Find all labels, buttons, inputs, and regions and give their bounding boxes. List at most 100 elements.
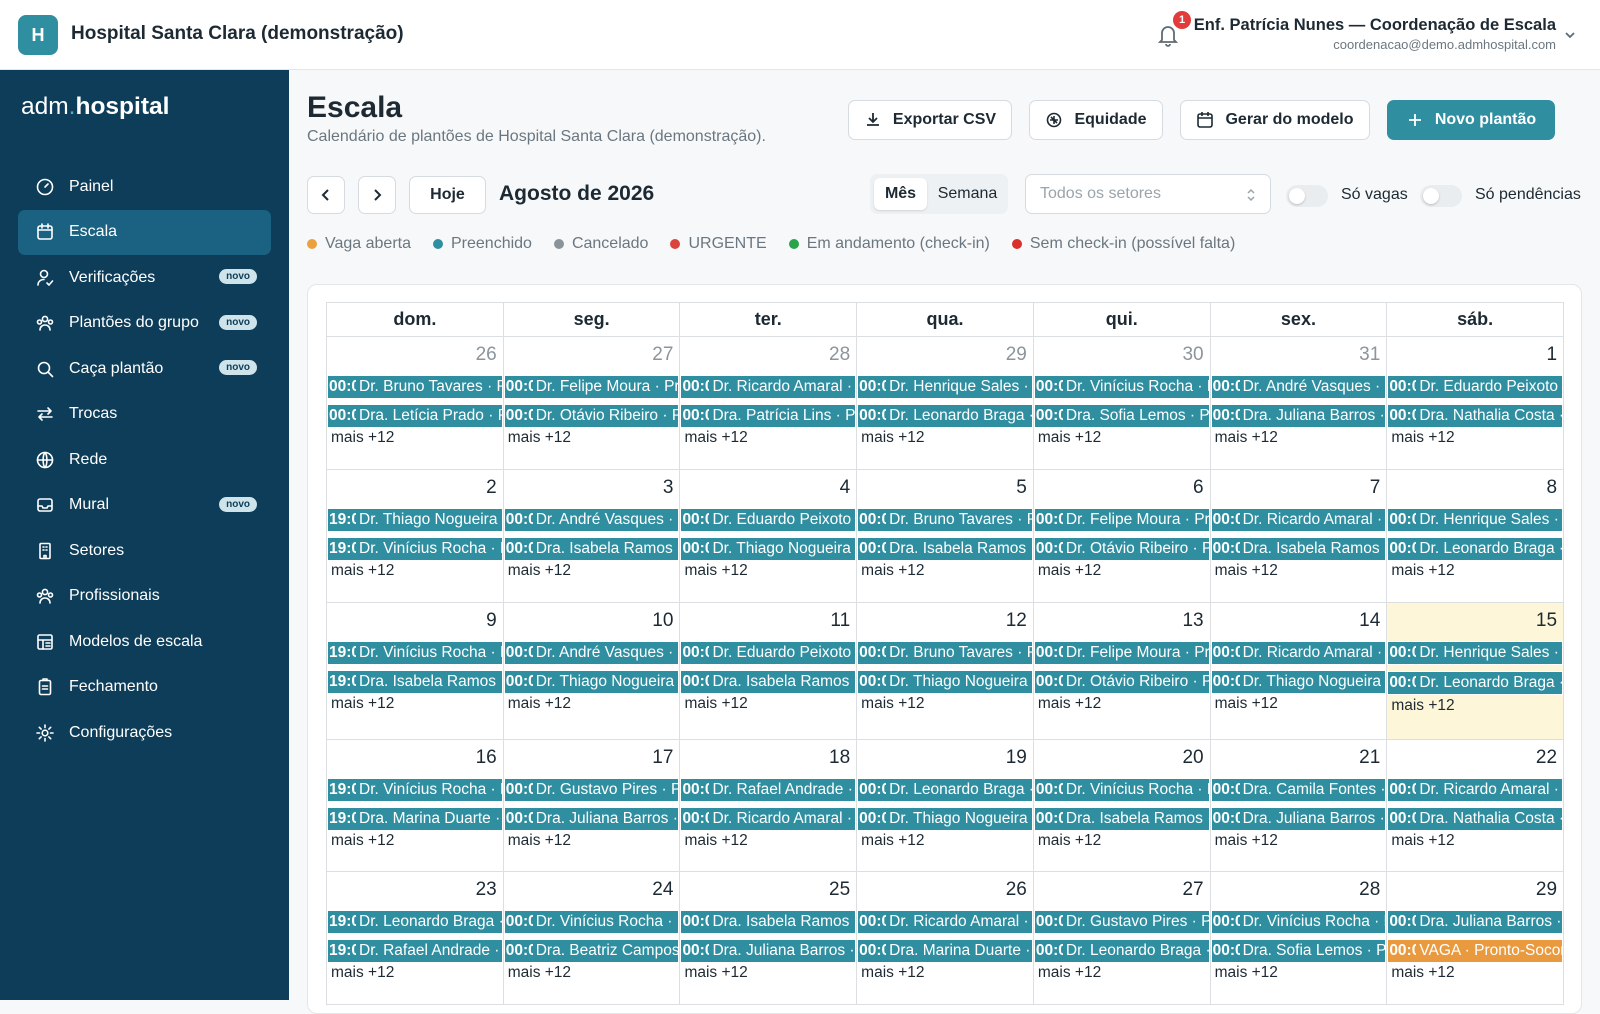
more-events-link[interactable]: mais +12 — [861, 695, 925, 712]
more-events-link[interactable]: mais +12 — [861, 429, 925, 446]
shift-event[interactable]: 00:00Dr. Henrique Sales · Pronto-Socorro — [1387, 508, 1564, 532]
more-events-link[interactable]: mais +12 — [684, 695, 748, 712]
shift-event[interactable]: 00:00Dr. André Vasques · Pronto-Socorro — [503, 508, 680, 532]
shift-event[interactable]: 00:00Dr. Leonardo Braga · Pronto-Socorro — [1033, 939, 1210, 963]
only-pending-toggle[interactable] — [1420, 185, 1462, 207]
calendar-day[interactable]: 10 00:00Dr. André Vasques · Pronto-Socorr… — [503, 603, 681, 740]
more-events-link[interactable]: mais +12 — [507, 964, 572, 981]
shift-event[interactable]: 19:00Dr. Vinícius Rocha · Pronto-Socorro — [327, 778, 503, 802]
shift-event[interactable]: 00:00Dra. Sofia Lemos · Pronto-Socorro — [1033, 404, 1210, 428]
calendar-day[interactable]: 22 00:00Dr. Ricardo Amaral · Pronto-Socor… — [1387, 740, 1565, 872]
generate-template-button[interactable]: Gerar do modelo — [1180, 100, 1370, 140]
calendar-day[interactable]: 27 00:00Dr. Felipe Moura · Pronto-Socorro… — [503, 337, 681, 470]
more-events-link[interactable]: mais +12 — [1391, 832, 1455, 849]
shift-event[interactable]: 00:00Dr. Gustavo Pires · Pronto-Socorro — [1033, 910, 1210, 934]
calendar-day[interactable]: 12 00:00Dr. Bruno Tavares · Pronto-Socorr… — [857, 603, 1034, 740]
more-events-link[interactable]: mais +12 — [507, 832, 572, 849]
bell-icon[interactable] — [1156, 22, 1180, 48]
calendar-day[interactable]: 600:00Dr. Felipe Moura · Pronto-Socorro0… — [1033, 470, 1211, 603]
next-month-button[interactable] — [358, 176, 396, 214]
chevron-down-icon[interactable] — [1563, 28, 1577, 42]
shift-event[interactable]: 00:00Dra. Patrícia Lins · Pronto-Socorro — [680, 404, 857, 428]
more-events-link[interactable]: mais +12 — [1391, 964, 1455, 981]
calendar-day[interactable]: 2 19:00Dr. Thiago Nogueira · Pronto-Socor… — [327, 470, 504, 603]
shift-event[interactable]: 00:00Dra. Isabela Ramos · Pronto-Socorro — [857, 537, 1033, 561]
calendar-day[interactable]: 28 00:00Dr. Ricardo Amaral · Pronto-Socor… — [680, 337, 858, 470]
shift-event[interactable]: 00:00Dr. Leonardo Braga · Pronto-Socorro — [1387, 537, 1564, 561]
shift-event[interactable]: 00:00Dr. Otávio Ribeiro · Pronto-Socorro — [1033, 670, 1210, 694]
calendar-day[interactable]: 5 00:00Dr. Bruno Tavares · Pronto-Socorro… — [857, 470, 1034, 603]
calendar-day[interactable]: 24 00:00Dr. Vinícius Rocha · Pronto-Socor… — [503, 872, 681, 1005]
more-events-link[interactable]: mais +12 — [331, 832, 395, 849]
shift-event[interactable]: 00:00Dr. Thiago Nogueira · Pronto-Socorr… — [503, 670, 680, 694]
calendar-day[interactable]: 21 00:00Dra. Camila Fontes · Pronto-Socor… — [1210, 740, 1388, 872]
shift-event[interactable]: 19:00Dr. Rafael Andrade · Pronto-Socorro — [327, 939, 503, 963]
shift-event[interactable]: 00:00Dr. Ricardo Amaral · Pronto-Socorro — [1210, 641, 1387, 665]
sector-select[interactable]: Todos os setores — [1025, 174, 1271, 214]
shift-event[interactable]: 00:00Dra. Juliana Barros · Pronto-Socorr… — [1210, 404, 1387, 428]
more-events-link[interactable]: mais +12 — [331, 964, 395, 981]
user-name[interactable]: Enf. Patrícia Nunes — Coordenação de Esc… — [1193, 16, 1556, 34]
more-events-link[interactable]: mais +12 — [1037, 429, 1102, 446]
more-events-link[interactable]: mais +12 — [684, 832, 748, 849]
calendar-day[interactable]: 11 00:00Dr. Eduardo Peixoto · Pronto-Soco… — [680, 603, 858, 740]
shift-event[interactable]: 00:00Dr. Ricardo Amaral · Pronto-Socorro — [680, 807, 857, 831]
shift-event[interactable]: 00:00Dr. Eduardo Peixoto · Pronto-Socorr… — [1387, 375, 1564, 399]
shift-event[interactable]: 00:00Dr. Eduardo Peixoto · Pronto-Socorr… — [680, 508, 857, 532]
shift-event[interactable]: 00:00Dr. Otávio Ribeiro · Pronto-Socorro — [1033, 537, 1210, 561]
sidebar-item-verificacoes[interactable]: Verificações novo — [18, 255, 271, 301]
shift-event[interactable]: 00:00Dra. Nathalia Costa · Pronto-Socorr… — [1387, 404, 1564, 428]
more-events-link[interactable]: mais +12 — [684, 562, 748, 579]
brand-logo[interactable]: adm.hospital — [21, 93, 169, 121]
calendar-day[interactable]: 26 00:00Dr. Ricardo Amaral · Pronto-Socor… — [857, 872, 1034, 1005]
calendar-day[interactable]: 28 00:00Dr. Vinícius Rocha · Pronto-Socor… — [1210, 872, 1388, 1005]
shift-event[interactable]: 00:00Dr. Gustavo Pires · Pronto-Socorro — [503, 778, 680, 802]
calendar-day[interactable]: 29 00:00Dra. Juliana Barros · Pronto-Soco… — [1387, 872, 1565, 1005]
view-week-tab[interactable]: Semana — [937, 185, 998, 202]
calendar-day[interactable]: 3 00:00Dr. André Vasques · Pronto-Socorro… — [503, 470, 681, 603]
more-events-link[interactable]: mais +12 — [861, 562, 925, 579]
shift-event[interactable]: 00:00Dra. Marina Duarte · Pronto-Socorro — [857, 939, 1033, 963]
sidebar-item-rede[interactable]: Rede — [18, 437, 271, 483]
more-events-link[interactable]: mais +12 — [331, 429, 395, 446]
sidebar-item-setores[interactable]: Setores — [18, 528, 271, 574]
sidebar-item-plantoes-do-grupo[interactable]: Plantões do grupo novo — [18, 301, 271, 347]
shift-event[interactable]: 00:00Dr. Leonardo Braga · Pronto-Socorro — [857, 778, 1033, 802]
shift-event[interactable]: 19:00Dra. Isabela Ramos · Pronto-Socorro — [327, 670, 503, 694]
shift-event[interactable]: 00:00Dra. Juliana Barros · Pronto-Socorr… — [680, 939, 857, 963]
view-month-tab[interactable]: Mês — [874, 178, 927, 210]
shift-event[interactable]: 00:00Dra. Nathalia Costa · Pronto-Socorr… — [1387, 807, 1564, 831]
calendar-day[interactable]: 29 00:00Dr. Henrique Sales · Pronto-Socor… — [857, 337, 1034, 470]
shift-event[interactable]: 00:00Dr. Ricardo Amaral · Pronto-Socorro — [1210, 508, 1387, 532]
more-events-link[interactable]: mais +12 — [1214, 429, 1278, 446]
calendar-day[interactable]: 17 00:00Dr. Gustavo Pires · Pronto-Socorr… — [503, 740, 681, 872]
more-events-link[interactable]: mais +12 — [331, 695, 395, 712]
calendar-day[interactable]: 25 00:00Dra. Isabela Ramos · Pronto-Socor… — [680, 872, 858, 1005]
more-events-link[interactable]: mais +12 — [1037, 562, 1102, 579]
shift-event[interactable]: 00:00Dr. Thiago Nogueira · Pronto-Socorr… — [680, 537, 857, 561]
calendar-day[interactable]: 8 00:00Dr. Henrique Sales · Pronto-Socorr… — [1387, 470, 1565, 603]
more-events-link[interactable]: mais +12 — [684, 964, 748, 981]
shift-event[interactable]: 00:00Dr. Ricardo Amaral · Pronto-Socorro — [857, 910, 1033, 934]
shift-event[interactable]: 00:00Dr. Ricardo Amaral · Pronto-Socorro — [680, 375, 857, 399]
calendar-day[interactable]: 1 00:00Dr. Eduardo Peixoto · Pronto-Socor… — [1387, 337, 1565, 470]
calendar-day[interactable]: 18 00:00Dr. Rafael Andrade · Pronto-Socor… — [680, 740, 858, 872]
shift-event[interactable]: 00:00Dra. Beatriz Campos · Pronto-Socorr… — [503, 939, 680, 963]
shift-event[interactable]: 00:00Dra. Letícia Prado · Pronto-Socorro — [327, 404, 503, 428]
shift-event[interactable]: 19:00Dr. Thiago Nogueira · Pronto-Socorr… — [327, 508, 503, 532]
sidebar-item-painel[interactable]: Painel — [18, 164, 271, 210]
calendar-day[interactable]: 26 00:00Dr. Bruno Tavares · Pronto-Socorr… — [327, 337, 504, 470]
shift-event[interactable]: 00:00Dr. Thiago Nogueira · Pronto-Socorr… — [1210, 670, 1387, 694]
shift-event[interactable]: 00:00Dra. Isabela Ramos · Pronto-Socorro — [503, 537, 680, 561]
more-events-link[interactable]: mais +12 — [861, 964, 925, 981]
shift-event[interactable]: 00:00Dra. Isabela Ramos · Pronto-Socorro — [1210, 537, 1387, 561]
more-events-link[interactable]: mais +12 — [1391, 697, 1455, 714]
more-events-link[interactable]: mais +12 — [684, 429, 748, 446]
shift-event[interactable]: 00:00Dr. Vinícius Rocha · Pronto-Socorro — [503, 910, 680, 934]
shift-event[interactable]: 00:00Dr. Eduardo Peixoto · Pronto-Socorr… — [680, 641, 857, 665]
more-events-link[interactable]: mais +12 — [1037, 964, 1102, 981]
shift-event[interactable]: 00:00Dr. Bruno Tavares · Pronto-Socorro — [327, 375, 503, 399]
only-vacancies-toggle[interactable] — [1286, 185, 1328, 207]
more-events-link[interactable]: mais +12 — [1214, 695, 1278, 712]
more-events-link[interactable]: mais +12 — [1214, 964, 1278, 981]
